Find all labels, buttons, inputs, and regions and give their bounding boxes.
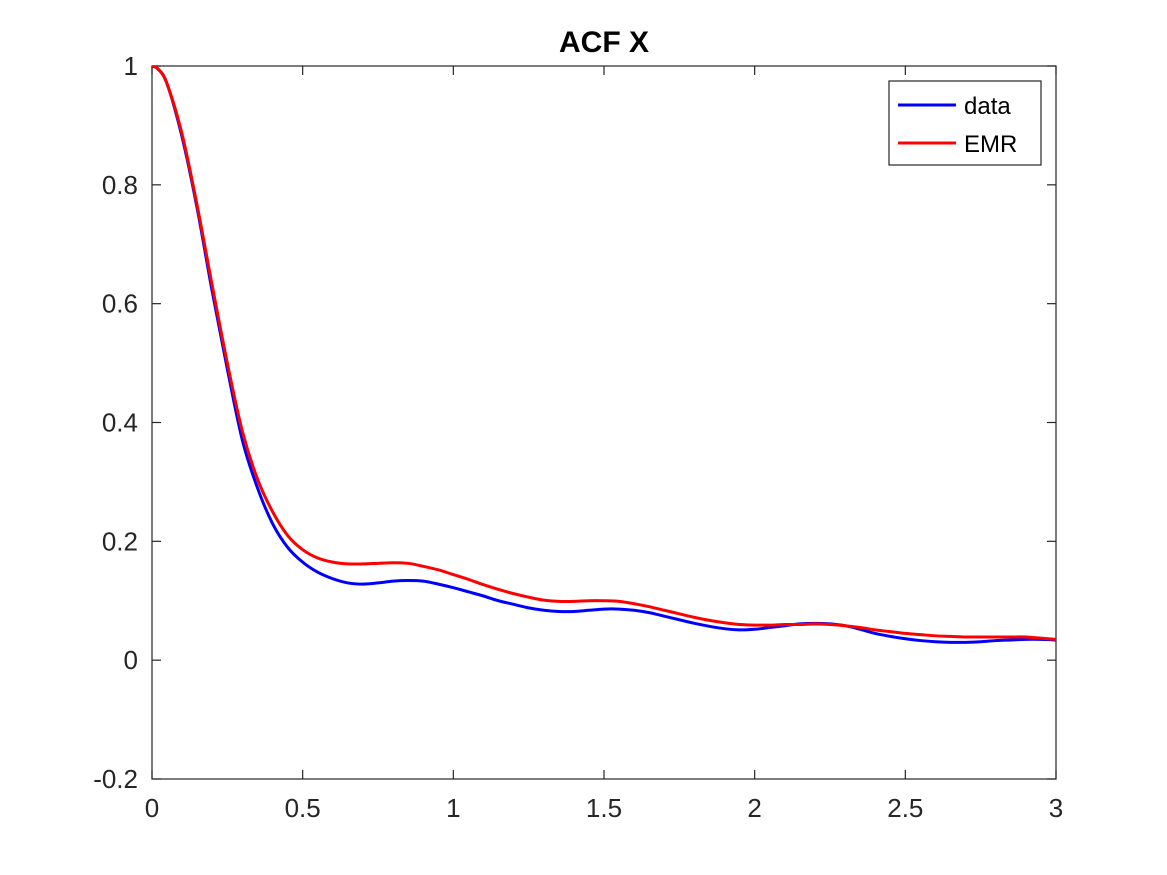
y-tick-label: 0 — [124, 645, 138, 675]
chart-title: ACF X — [559, 26, 649, 59]
legend: data EMR — [888, 80, 1042, 166]
y-tick-label: 0.2 — [102, 526, 138, 556]
legend-box — [888, 80, 1042, 166]
y-tick-label: 0.6 — [102, 289, 138, 319]
y-tick-label: 1 — [124, 51, 138, 81]
y-tick-label: -0.2 — [93, 764, 138, 794]
x-tick-label: 3 — [1049, 793, 1063, 823]
x-tick-label: 1.5 — [586, 793, 622, 823]
y-tick-label: 0.4 — [102, 408, 138, 438]
x-tick-label: 0.5 — [285, 793, 321, 823]
x-tick-label: 0 — [145, 793, 159, 823]
series-line-data — [152, 66, 1056, 644]
x-tick-label: 2 — [747, 793, 761, 823]
legend-label-emr: EMR — [964, 131, 1017, 158]
legend-label-data: data — [964, 93, 1011, 120]
series-line-emr — [152, 66, 1056, 641]
y-tick-label: 0.8 — [102, 170, 138, 200]
x-tick-label: 2.5 — [887, 793, 923, 823]
axes-box — [151, 65, 1057, 780]
plot-area: 0 0.5 1 1.5 2 2.5 3-0.200.20.40.60.81 — [93, 51, 1063, 823]
x-tick-label: 1 — [446, 793, 460, 823]
